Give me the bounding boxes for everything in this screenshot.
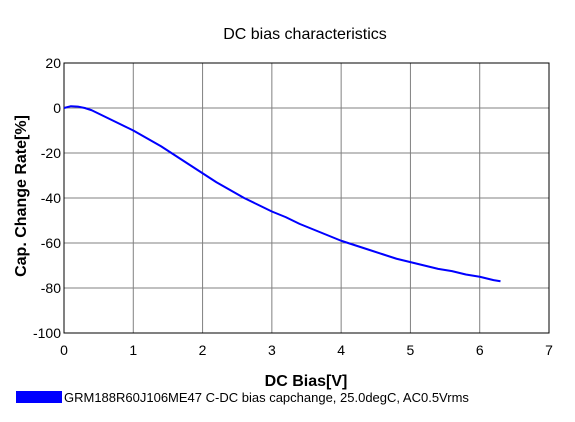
x-tick-label: 5 bbox=[407, 342, 415, 358]
x-tick-label: 1 bbox=[129, 342, 137, 358]
tick-labels: 0 1 2 3 4 5 6 7 -100 -80 -60 -40 -20 0 20 bbox=[33, 55, 553, 358]
y-tick-label: -80 bbox=[41, 280, 61, 296]
x-tick-label: 0 bbox=[60, 342, 68, 358]
series-layer bbox=[63, 105, 501, 283]
plot-area-border bbox=[63, 62, 550, 334]
x-tick-label: 7 bbox=[545, 342, 553, 358]
y-tick-label: -40 bbox=[41, 190, 61, 206]
series-line bbox=[63, 105, 501, 283]
y-tick-label: -100 bbox=[33, 325, 61, 341]
x-tick-label: 3 bbox=[268, 342, 276, 358]
y-tick-label: -60 bbox=[41, 235, 61, 251]
x-axis-label: DC Bias[V] bbox=[265, 373, 348, 390]
x-tick-label: 6 bbox=[476, 342, 484, 358]
y-tick-label: 0 bbox=[53, 100, 61, 116]
legend: GRM188R60J106ME47 C-DC bias capchange, 2… bbox=[16, 390, 469, 405]
grid-lines bbox=[63, 62, 550, 334]
x-tick-label: 4 bbox=[337, 342, 345, 358]
legend-swatch bbox=[16, 391, 62, 403]
y-tick-label: -20 bbox=[41, 145, 61, 161]
legend-label: GRM188R60J106ME47 C-DC bias capchange, 2… bbox=[64, 390, 469, 405]
x-tick-label: 2 bbox=[199, 342, 207, 358]
y-axis-label: Cap. Change Rate[%] bbox=[13, 115, 30, 277]
y-tick-label: 20 bbox=[45, 55, 61, 71]
chart-title: DC bias characteristics bbox=[223, 26, 387, 43]
